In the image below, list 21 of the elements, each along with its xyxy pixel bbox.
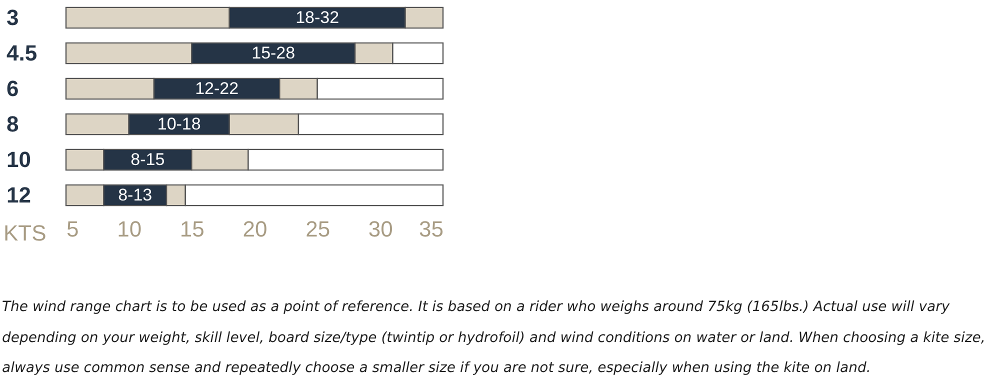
y-tick-label: 8 xyxy=(6,111,19,136)
data-label: 8-15 xyxy=(130,150,165,169)
x-tick-label: 5 xyxy=(66,216,79,242)
x-axis-title: KTS xyxy=(4,220,46,246)
data-label: 15-28 xyxy=(252,43,296,62)
y-tick-label: 4.5 xyxy=(6,40,38,66)
x-tick-label: 30 xyxy=(368,216,393,242)
x-tick-label: 20 xyxy=(242,216,268,242)
y-tick-label: 6 xyxy=(6,76,19,101)
data-label: 18-32 xyxy=(296,8,340,27)
x-tick-label: 10 xyxy=(117,216,142,242)
data-label: 10-18 xyxy=(157,114,201,134)
y-tick-label: 12 xyxy=(6,182,31,208)
text: The wind range chart is to be used as a point of reference. It is based on a rider who weighs around 75kg (165lbs.) Actual use will vary depending on your weight, skill level, board size/type (twintip or hydrofoil) and wind conditions on water or land. When choosing a kite size, always use common sense and repeatedly choose a smaller size if you are not sure, especially when using the kite on land. xyxy=(2,298,986,378)
x-tick-label: 35 xyxy=(419,216,444,242)
y-tick-label: 3 xyxy=(6,4,19,30)
data-label: 8-13 xyxy=(118,185,152,204)
data-label: 12-22 xyxy=(195,78,239,98)
x-tick-label: 15 xyxy=(180,216,204,242)
x-tick-label: 25 xyxy=(306,216,330,242)
y-tick-label: 10 xyxy=(6,146,31,172)
